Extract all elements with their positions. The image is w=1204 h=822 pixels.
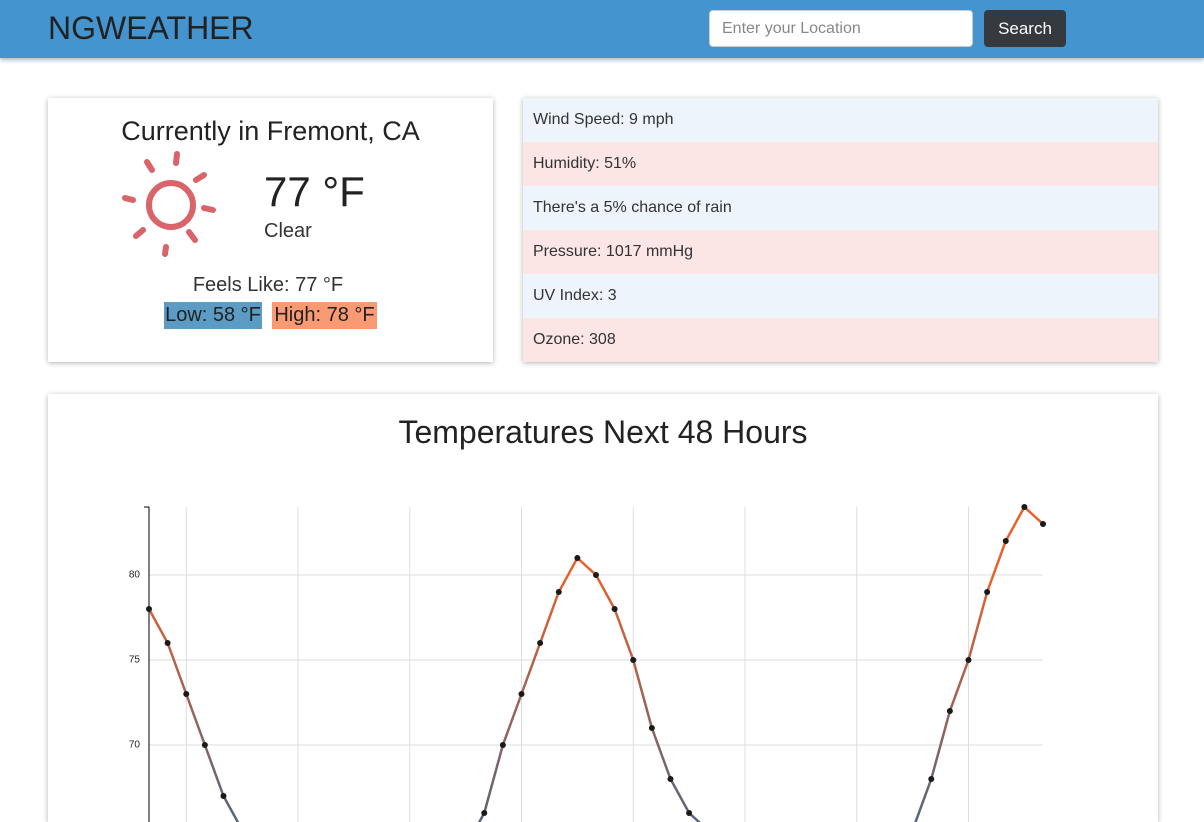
detail-row: Wind Speed: 9 mph <box>523 98 1158 142</box>
point <box>518 691 525 697</box>
search-button[interactable]: Search <box>984 10 1066 47</box>
point <box>164 640 171 646</box>
current-heading: Currently in Fremont, CA <box>121 116 420 146</box>
point <box>928 776 935 782</box>
detail-row: Ozone: 308 <box>523 318 1158 362</box>
point <box>1021 504 1028 510</box>
temperature-line <box>147 505 1044 822</box>
low-badge: Low: 58 °F <box>164 302 262 329</box>
point <box>648 725 655 731</box>
condition: Clear <box>264 220 312 242</box>
chart: 70 75 80 <box>129 504 1046 822</box>
feels-like: Feels Like: 77 °F <box>192 274 344 296</box>
y-tick-label: 75 <box>129 655 141 666</box>
point <box>1002 538 1009 544</box>
temperature: 77 °F <box>264 168 365 215</box>
location-input[interactable]: Enter your Location <box>709 10 973 47</box>
point <box>686 810 693 816</box>
chart-card: Temperatures Next 48 Hours 70 75 80 <box>48 394 1158 822</box>
brand[interactable]: NGWEATHER <box>48 10 254 46</box>
point <box>220 793 227 799</box>
point <box>555 589 562 595</box>
point <box>611 606 618 612</box>
point <box>984 589 991 595</box>
detail-row: Pressure: 1017 mmHg <box>523 230 1158 274</box>
point <box>1040 521 1046 527</box>
point <box>667 776 674 782</box>
y-tick-label: 70 <box>129 740 141 751</box>
detail-row: There's a 5% chance of rain <box>523 186 1158 230</box>
point <box>574 555 581 561</box>
point <box>965 657 972 663</box>
details-card: Wind Speed: 9 mph Humidity: 51% There's a … <box>523 98 1158 362</box>
detail-row: UV Index: 3 <box>523 274 1158 318</box>
point <box>946 708 953 714</box>
detail-row: Humidity: 51% <box>523 142 1158 186</box>
point <box>146 606 152 612</box>
point <box>537 640 544 646</box>
point <box>593 572 599 578</box>
y-tick-label: 80 <box>129 570 141 581</box>
chart-title: Temperatures Next 48 Hours <box>398 414 808 450</box>
point <box>499 742 506 748</box>
point <box>183 691 190 697</box>
high-badge: High: 78 °F <box>272 302 377 329</box>
point <box>201 742 208 748</box>
navbar: NGWEATHER Enter your Location Search <box>0 0 1204 58</box>
point <box>630 657 637 663</box>
sun-icon <box>122 151 216 257</box>
current-card: Currently in Fremont, CA 77 °F Clear Fee… <box>48 98 493 362</box>
point <box>481 810 488 816</box>
